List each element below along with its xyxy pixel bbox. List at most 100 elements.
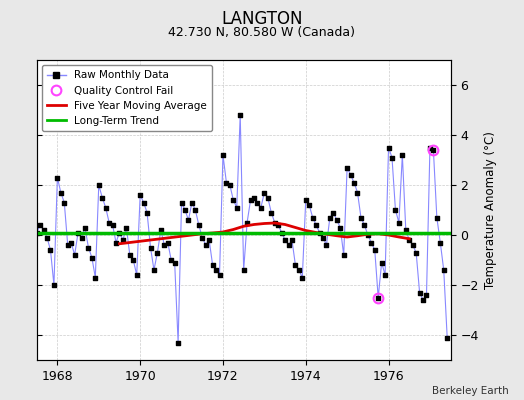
Point bbox=[29, 239, 37, 246]
Point bbox=[398, 152, 407, 158]
Point bbox=[102, 204, 110, 211]
Point bbox=[357, 214, 365, 221]
Point bbox=[412, 249, 420, 256]
Point bbox=[305, 202, 313, 208]
Point bbox=[163, 239, 172, 246]
Point bbox=[333, 217, 341, 223]
Point bbox=[401, 227, 410, 233]
Point bbox=[422, 292, 431, 298]
Point bbox=[370, 247, 379, 253]
Point bbox=[433, 214, 441, 221]
Point bbox=[270, 219, 279, 226]
Point bbox=[91, 274, 100, 281]
Point bbox=[274, 222, 282, 228]
Point bbox=[250, 194, 258, 201]
Point bbox=[74, 229, 82, 236]
Point bbox=[67, 239, 75, 246]
Point bbox=[126, 252, 134, 258]
Point bbox=[143, 209, 151, 216]
Point bbox=[94, 182, 103, 188]
Point bbox=[78, 234, 86, 241]
Point bbox=[63, 242, 72, 248]
Point bbox=[277, 229, 286, 236]
Point bbox=[239, 267, 248, 273]
Point bbox=[215, 272, 224, 278]
Point bbox=[229, 197, 237, 203]
Point bbox=[108, 222, 117, 228]
Point bbox=[443, 334, 451, 341]
Point bbox=[205, 237, 213, 243]
Point bbox=[129, 257, 137, 263]
Point bbox=[53, 174, 61, 181]
Point bbox=[285, 242, 293, 248]
Point bbox=[46, 247, 54, 253]
Point bbox=[84, 244, 93, 251]
Point bbox=[419, 297, 427, 303]
Y-axis label: Temperature Anomaly (°C): Temperature Anomaly (°C) bbox=[484, 131, 497, 289]
Point bbox=[105, 219, 113, 226]
Point bbox=[174, 339, 182, 346]
Point bbox=[384, 144, 392, 151]
Legend: Raw Monthly Data, Quality Control Fail, Five Year Moving Average, Long-Term Tren: Raw Monthly Data, Quality Control Fail, … bbox=[42, 65, 212, 131]
Point bbox=[226, 182, 234, 188]
Point bbox=[425, 144, 434, 151]
Point bbox=[26, 224, 34, 231]
Point bbox=[298, 274, 307, 281]
Text: 42.730 N, 80.580 W (Canada): 42.730 N, 80.580 W (Canada) bbox=[169, 26, 355, 39]
Point bbox=[88, 254, 96, 261]
Point bbox=[312, 222, 320, 228]
Point bbox=[246, 197, 255, 203]
Point bbox=[209, 262, 217, 268]
Point bbox=[340, 252, 348, 258]
Point bbox=[167, 257, 176, 263]
Point bbox=[112, 239, 120, 246]
Point bbox=[374, 294, 383, 301]
Point bbox=[267, 209, 276, 216]
Point bbox=[336, 224, 344, 231]
Point bbox=[50, 282, 58, 288]
Point bbox=[136, 192, 144, 198]
Point bbox=[257, 204, 265, 211]
Point bbox=[301, 197, 310, 203]
Point bbox=[391, 207, 400, 213]
Point bbox=[367, 239, 376, 246]
Point bbox=[329, 209, 337, 216]
Point bbox=[188, 199, 196, 206]
Point bbox=[405, 237, 413, 243]
Point bbox=[364, 232, 372, 238]
Point bbox=[170, 259, 179, 266]
Point bbox=[377, 259, 386, 266]
Point bbox=[181, 207, 189, 213]
Point bbox=[43, 234, 51, 241]
Point bbox=[32, 229, 41, 236]
Point bbox=[353, 189, 362, 196]
Text: LANGTON: LANGTON bbox=[221, 10, 303, 28]
Point bbox=[115, 229, 124, 236]
Point bbox=[139, 199, 148, 206]
Point bbox=[291, 262, 300, 268]
Point bbox=[429, 147, 438, 153]
Point bbox=[219, 152, 227, 158]
Point bbox=[288, 237, 296, 243]
Point bbox=[98, 194, 106, 201]
Point bbox=[194, 222, 203, 228]
Point bbox=[326, 214, 334, 221]
Point bbox=[294, 267, 303, 273]
Point bbox=[81, 224, 89, 231]
Point bbox=[198, 234, 206, 241]
Point bbox=[381, 272, 389, 278]
Point bbox=[281, 237, 289, 243]
Point bbox=[322, 242, 331, 248]
Point bbox=[319, 234, 327, 241]
Point bbox=[212, 267, 220, 273]
Point bbox=[70, 252, 79, 258]
Point bbox=[22, 212, 30, 218]
Point bbox=[150, 267, 158, 273]
Point bbox=[202, 242, 210, 248]
Point bbox=[60, 199, 69, 206]
Point bbox=[360, 222, 368, 228]
Point bbox=[350, 179, 358, 186]
Point bbox=[343, 164, 351, 171]
Point bbox=[36, 222, 45, 228]
Point bbox=[146, 244, 155, 251]
